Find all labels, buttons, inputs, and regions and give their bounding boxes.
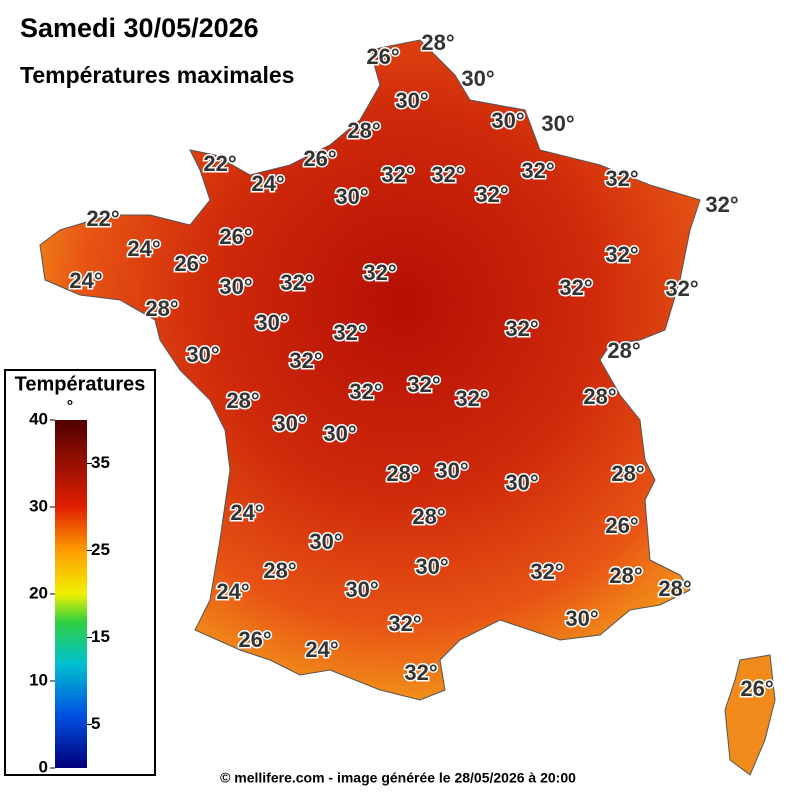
temperature-label: 32° bbox=[530, 559, 563, 584]
colorbar-tick-label: 25 bbox=[91, 540, 110, 559]
colorbar-tick-label: 35 bbox=[91, 453, 110, 472]
temperature-label: 30° bbox=[565, 606, 598, 631]
temperature-label: 24° bbox=[230, 500, 263, 525]
temperature-label: 32° bbox=[455, 386, 488, 411]
colorbar-tick-label: 0 bbox=[39, 757, 48, 776]
temperature-label: 32° bbox=[475, 182, 508, 207]
temperature-label: 32° bbox=[559, 275, 592, 300]
temperature-label: 28° bbox=[226, 388, 259, 413]
temperature-label: 28° bbox=[658, 576, 691, 601]
temperature-label: 28° bbox=[583, 384, 616, 409]
temperature-label: 26° bbox=[740, 676, 773, 701]
legend-title: Températures bbox=[15, 373, 146, 395]
colorbar-tick-label: 20 bbox=[29, 583, 48, 602]
temperature-label: 28° bbox=[386, 461, 419, 486]
temperature-label: 30° bbox=[491, 108, 524, 133]
temperature-label: 32° bbox=[705, 192, 738, 217]
temperature-label: 28° bbox=[611, 461, 644, 486]
temperature-label: 26° bbox=[238, 627, 271, 652]
temperature-label: 30° bbox=[461, 66, 494, 91]
temperature-label: 32° bbox=[349, 379, 382, 404]
temperature-label: 32° bbox=[665, 276, 698, 301]
temperature-label: 32° bbox=[407, 372, 440, 397]
temperature-label: 32° bbox=[521, 158, 554, 183]
temperature-label: 32° bbox=[289, 348, 322, 373]
temperature-label: 28° bbox=[145, 296, 178, 321]
temperature-label: 28° bbox=[412, 504, 445, 529]
temperature-label: 32° bbox=[363, 260, 396, 285]
colorbar-tick-label: 15 bbox=[91, 627, 110, 646]
colorbar-tick-label: 30 bbox=[29, 496, 48, 515]
title: Samedi 30/05/2026 bbox=[20, 13, 259, 43]
temperature-label: 32° bbox=[431, 162, 464, 187]
temperature-label: 28° bbox=[609, 563, 642, 588]
temperature-label: 24° bbox=[305, 637, 338, 662]
temperature-label: 32° bbox=[280, 270, 313, 295]
temperature-label: 24° bbox=[127, 236, 160, 261]
legend-unit: ° bbox=[67, 398, 73, 415]
temperature-label: 30° bbox=[395, 88, 428, 113]
temperature-label: 30° bbox=[309, 529, 342, 554]
temperature-label: 24° bbox=[216, 579, 249, 604]
temperature-label: 30° bbox=[219, 274, 252, 299]
temperature-labels: 26°28°30°30°30° 30°28°26°22°24° 32° 32° 32° 3… bbox=[68, 28, 775, 702]
temperature-label: 28° bbox=[263, 558, 296, 583]
temperature-label: 22° bbox=[203, 151, 236, 176]
temperature-label: 32° bbox=[505, 316, 538, 341]
colorbar-tick-label: 10 bbox=[29, 670, 48, 689]
france bbox=[39, 39, 701, 701]
temperature-label: 26° bbox=[303, 146, 336, 171]
temperature-label: 30° bbox=[255, 310, 288, 335]
temperature-label: 30° bbox=[505, 470, 538, 495]
temperature-label: 28° bbox=[347, 118, 380, 143]
temperature-label: 32° bbox=[404, 660, 437, 685]
footer: © mellifere.com - image générée le 28/05… bbox=[220, 770, 576, 786]
temperature-label: 24° bbox=[251, 171, 284, 196]
temperature-label: 32° bbox=[333, 320, 366, 345]
temperature-label: 32° bbox=[605, 242, 638, 267]
temperature-label: 26° bbox=[219, 224, 252, 249]
temperature-label: 30° bbox=[345, 577, 378, 602]
colorbar-tick-label: 40 bbox=[29, 409, 48, 428]
temperature-label: 22° bbox=[86, 206, 119, 231]
temperature-label: 30° bbox=[335, 184, 368, 209]
subtitle: Températures maximales bbox=[20, 62, 294, 88]
colorbar-ticks: 0 5 10 15 20 25 30 35 40 bbox=[29, 409, 110, 776]
temperature-label: 32° bbox=[388, 611, 421, 636]
temperature-label: 24° bbox=[69, 268, 102, 293]
temperature-label: 32° bbox=[381, 162, 414, 187]
temperature-label: 26° bbox=[174, 251, 207, 276]
temperature-label: 30° bbox=[186, 342, 219, 367]
temperature-label: 26° bbox=[366, 44, 399, 69]
temperature-label: 30° bbox=[323, 421, 356, 446]
temperature-label: 30° bbox=[541, 111, 574, 136]
temperature-label: 30° bbox=[273, 411, 306, 436]
colorbar bbox=[55, 420, 87, 768]
temperature-label: 26° bbox=[605, 513, 638, 538]
temperature-label: 30° bbox=[415, 554, 448, 579]
temperature-label: 28° bbox=[421, 30, 454, 55]
temperature-label: 30° bbox=[435, 458, 468, 483]
temperature-label: 28° bbox=[607, 338, 640, 363]
corsica bbox=[724, 654, 776, 776]
temperature-label: 32° bbox=[605, 166, 638, 191]
colorbar-tick-label: 5 bbox=[91, 714, 100, 733]
